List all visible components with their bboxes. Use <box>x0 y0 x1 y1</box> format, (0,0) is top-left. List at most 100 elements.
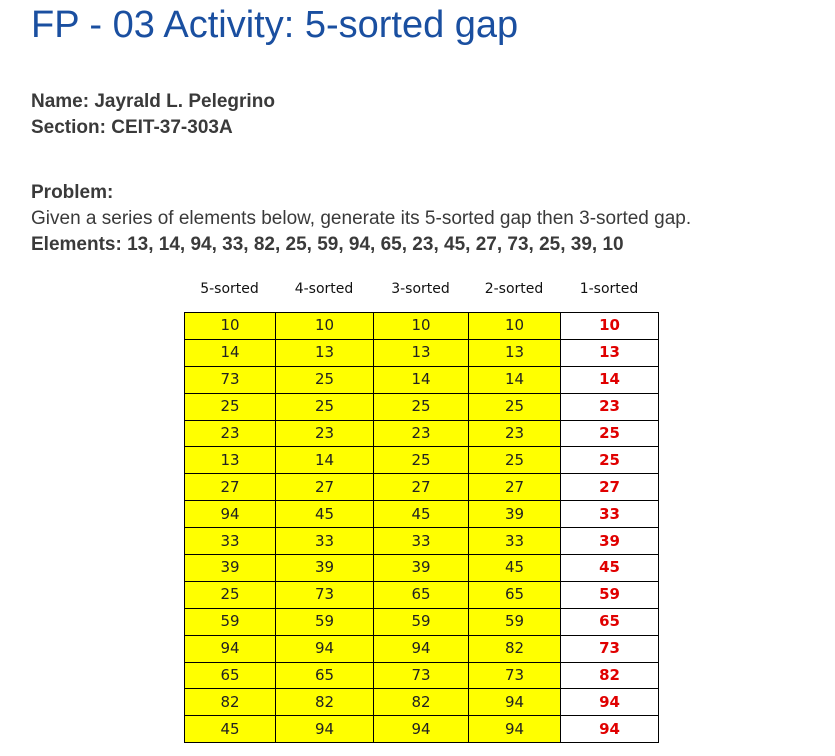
table-cell-5-sorted: 25 <box>184 580 276 609</box>
table-row: 10 10 10 10 10 <box>184 312 659 340</box>
table-cell-1-sorted: 13 <box>560 338 659 367</box>
table-cell-2-sorted: 10 <box>468 312 561 340</box>
table-cell-3-sorted: 45 <box>373 500 469 529</box>
column-headers: 5-sorted 4-sorted 3-sorted 2-sorted 1-so… <box>184 281 658 303</box>
table-row: 94 94 94 82 73 <box>184 634 659 663</box>
table-cell-3-sorted: 14 <box>373 365 469 394</box>
elements-list: Elements: 13, 14, 94, 33, 82, 25, 59, 94… <box>31 234 624 255</box>
table-row: 13 14 25 25 25 <box>184 446 659 475</box>
table-cell-4-sorted: 82 <box>275 688 374 717</box>
table-cell-5-sorted: 25 <box>184 392 276 421</box>
column-header-5-sorted: 5-sorted <box>200 281 259 297</box>
table-cell-4-sorted: 14 <box>275 446 374 475</box>
table-cell-4-sorted: 94 <box>275 715 374 744</box>
table-row: 39 39 39 45 45 <box>184 554 659 582</box>
table-cell-3-sorted: 13 <box>373 338 469 367</box>
table-cell-4-sorted: 94 <box>275 634 374 663</box>
table-cell-5-sorted: 82 <box>184 688 276 717</box>
table-cell-5-sorted: 10 <box>184 312 276 340</box>
table-cell-2-sorted: 25 <box>468 446 561 475</box>
table-cell-1-sorted: 14 <box>560 365 659 394</box>
table-cell-5-sorted: 27 <box>184 473 276 502</box>
column-header-1-sorted: 1-sorted <box>579 281 639 297</box>
table-cell-2-sorted: 94 <box>468 715 561 744</box>
table-cell-5-sorted: 73 <box>184 365 276 394</box>
table-cell-3-sorted: 65 <box>373 580 469 609</box>
table-cell-4-sorted: 59 <box>275 607 374 636</box>
table-cell-4-sorted: 10 <box>275 312 374 340</box>
table-cell-5-sorted: 94 <box>184 500 276 529</box>
table-cell-3-sorted: 23 <box>373 419 469 448</box>
table-cell-3-sorted: 10 <box>373 312 469 340</box>
table-cell-5-sorted: 59 <box>184 607 276 636</box>
table-row: 33 33 33 33 39 <box>184 527 659 556</box>
table-row: 23 23 23 23 25 <box>184 419 659 448</box>
table-cell-5-sorted: 65 <box>184 661 276 690</box>
table-cell-2-sorted: 23 <box>468 419 561 448</box>
table-cell-5-sorted: 14 <box>184 338 276 367</box>
table-row: 45 94 94 94 94 <box>184 715 659 744</box>
page-title: FP - 03 Activity: 5-sorted gap <box>31 4 519 46</box>
table-cell-2-sorted: 13 <box>468 338 561 367</box>
table-cell-1-sorted: 65 <box>560 607 659 636</box>
table-cell-4-sorted: 65 <box>275 661 374 690</box>
table-row: 73 25 14 14 14 <box>184 365 659 394</box>
table-cell-2-sorted: 27 <box>468 473 561 502</box>
table-cell-2-sorted: 82 <box>468 634 561 663</box>
table-cell-1-sorted: 73 <box>560 634 659 663</box>
table-cell-1-sorted: 25 <box>560 446 659 475</box>
table-cell-4-sorted: 45 <box>275 500 374 529</box>
table-cell-3-sorted: 27 <box>373 473 469 502</box>
table-cell-2-sorted: 59 <box>468 607 561 636</box>
student-section: Section: CEIT-37-303A <box>31 117 233 138</box>
table-cell-5-sorted: 13 <box>184 446 276 475</box>
table-cell-2-sorted: 73 <box>468 661 561 690</box>
table-cell-3-sorted: 25 <box>373 392 469 421</box>
table-cell-3-sorted: 94 <box>373 715 469 744</box>
table-cell-1-sorted: 33 <box>560 500 659 529</box>
table-cell-5-sorted: 45 <box>184 715 276 744</box>
student-name: Name: Jayrald L. Pelegrino <box>31 91 275 112</box>
table-cell-3-sorted: 39 <box>373 554 469 582</box>
table-row: 82 82 82 94 94 <box>184 688 659 717</box>
table-cell-3-sorted: 94 <box>373 634 469 663</box>
table-cell-5-sorted: 23 <box>184 419 276 448</box>
sorting-table: 10 10 10 10 10 14 13 13 13 13 73 25 14 14 14 25 25 25 25 23… <box>184 312 659 744</box>
table-cell-3-sorted: 73 <box>373 661 469 690</box>
table-cell-1-sorted: 82 <box>560 661 659 690</box>
table-cell-1-sorted: 94 <box>560 688 659 717</box>
table-cell-4-sorted: 27 <box>275 473 374 502</box>
problem-statement: Given a series of elements below, genera… <box>31 208 692 229</box>
table-cell-2-sorted: 65 <box>468 580 561 609</box>
table-cell-4-sorted: 39 <box>275 554 374 582</box>
table-cell-1-sorted: 94 <box>560 715 659 744</box>
column-header-2-sorted: 2-sorted <box>484 281 544 297</box>
table-cell-4-sorted: 25 <box>275 392 374 421</box>
table-cell-3-sorted: 25 <box>373 446 469 475</box>
problem-label: Problem: <box>31 182 114 203</box>
table-cell-4-sorted: 33 <box>275 527 374 556</box>
table-cell-4-sorted: 73 <box>275 580 374 609</box>
table-cell-1-sorted: 23 <box>560 392 659 421</box>
table-cell-1-sorted: 10 <box>560 312 659 340</box>
table-row: 94 45 45 39 33 <box>184 500 659 529</box>
table-cell-5-sorted: 94 <box>184 634 276 663</box>
table-row: 65 65 73 73 82 <box>184 661 659 690</box>
table-cell-2-sorted: 14 <box>468 365 561 394</box>
table-cell-4-sorted: 23 <box>275 419 374 448</box>
table-cell-1-sorted: 25 <box>560 419 659 448</box>
table-cell-2-sorted: 94 <box>468 688 561 717</box>
table-row: 14 13 13 13 13 <box>184 338 659 367</box>
table-cell-2-sorted: 33 <box>468 527 561 556</box>
table-cell-1-sorted: 27 <box>560 473 659 502</box>
table-cell-2-sorted: 25 <box>468 392 561 421</box>
column-header-3-sorted: 3-sorted <box>391 281 450 297</box>
table-cell-3-sorted: 59 <box>373 607 469 636</box>
table-cell-4-sorted: 13 <box>275 338 374 367</box>
table-row: 25 25 25 25 23 <box>184 392 659 421</box>
table-row: 27 27 27 27 27 <box>184 473 659 502</box>
table-row: 59 59 59 59 65 <box>184 607 659 636</box>
table-cell-3-sorted: 33 <box>373 527 469 556</box>
table-cell-3-sorted: 82 <box>373 688 469 717</box>
table-row: 25 73 65 65 59 <box>184 580 659 609</box>
